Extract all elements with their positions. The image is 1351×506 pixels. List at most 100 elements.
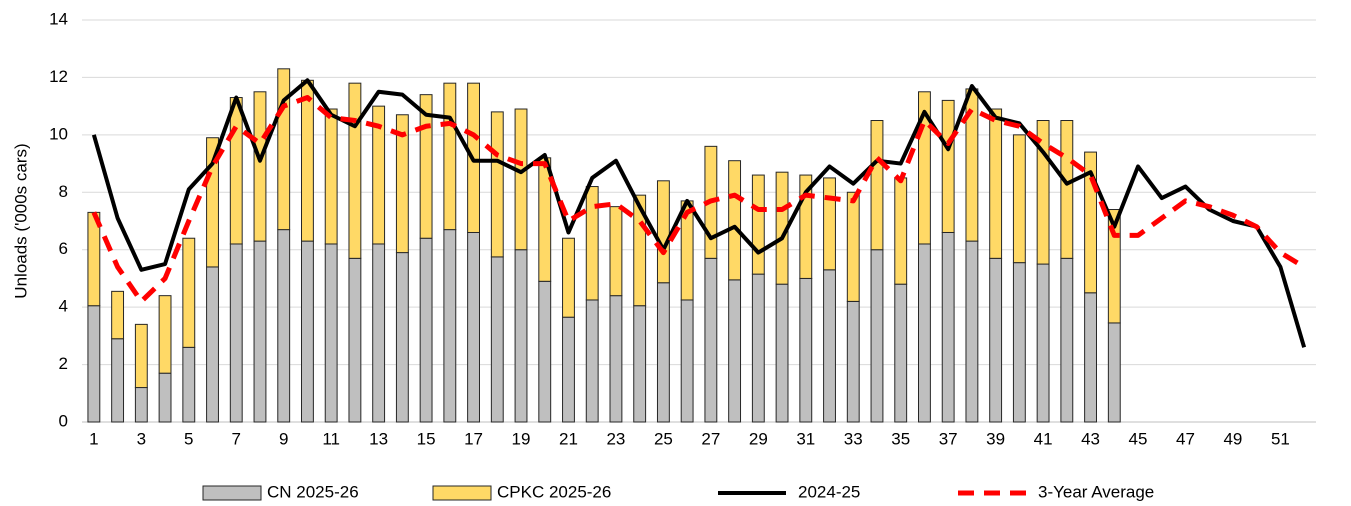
x-tick-label: 33 (844, 429, 863, 448)
bar (1107, 209, 1121, 324)
legend-label: CN 2025-26 (267, 482, 359, 501)
x-tick-label: 39 (986, 429, 1005, 448)
bar (395, 252, 409, 423)
bar (633, 194, 647, 307)
x-tick-label: 49 (1223, 429, 1242, 448)
x-tick-label: 17 (464, 429, 483, 448)
bar (538, 157, 552, 282)
bar (1036, 120, 1050, 265)
x-tick-label: 47 (1176, 429, 1195, 448)
bar (538, 280, 552, 423)
bar (87, 211, 101, 307)
bar (301, 240, 314, 423)
bar (229, 97, 243, 245)
y-tick-label: 6 (59, 239, 68, 258)
x-tick-label: 45 (1129, 429, 1148, 448)
bar (182, 237, 196, 348)
bar (301, 79, 314, 242)
x-tick-label: 15 (417, 429, 436, 448)
x-tick-label: 3 (137, 429, 146, 448)
bar (799, 174, 813, 279)
y-tick-label: 0 (59, 411, 68, 430)
x-tick-label: 27 (701, 429, 720, 448)
bar (443, 82, 457, 231)
bar (419, 94, 433, 239)
bar (918, 243, 931, 423)
y-tick-label: 8 (59, 182, 68, 201)
bar (206, 266, 219, 423)
x-tick-label: 43 (1081, 429, 1100, 448)
bar (1107, 322, 1121, 423)
bar (1060, 120, 1074, 259)
x-tick-label: 51 (1271, 429, 1290, 448)
bar (728, 160, 742, 281)
bar (799, 277, 813, 423)
bar (870, 120, 884, 251)
bar (751, 174, 765, 275)
y-axis-label: Unloads ('000s cars) (11, 143, 30, 298)
bar (277, 68, 291, 231)
legend-label: 2024-25 (798, 482, 860, 501)
x-tick-label: 9 (279, 429, 288, 448)
bar (514, 249, 528, 423)
bar (158, 372, 172, 423)
bar (562, 237, 575, 318)
bar (182, 346, 196, 423)
bar (253, 91, 267, 242)
bar (443, 229, 457, 423)
x-tick-label: 13 (369, 429, 388, 448)
bar (1060, 257, 1074, 423)
bar (870, 249, 884, 423)
y-tick-label: 12 (49, 67, 68, 86)
x-tick-label: 37 (939, 429, 958, 448)
bar (728, 279, 742, 423)
bar (751, 273, 765, 423)
x-tick-label: 5 (184, 429, 193, 448)
bar (514, 108, 528, 251)
x-tick-label: 25 (654, 429, 673, 448)
bar (158, 295, 172, 374)
y-tick-label: 14 (49, 9, 68, 28)
bar (941, 99, 955, 233)
y-tick-label: 10 (49, 124, 68, 143)
bar (372, 105, 386, 245)
y-tick-label: 4 (59, 297, 68, 316)
bar (372, 243, 386, 423)
bar (1084, 151, 1097, 294)
bar (1036, 263, 1050, 423)
bar (562, 316, 575, 423)
bar (989, 108, 1003, 259)
bar (348, 257, 362, 423)
bar (277, 229, 291, 423)
bar (348, 82, 362, 259)
x-tick-label: 7 (232, 429, 241, 448)
bar (775, 283, 789, 423)
bar (324, 108, 338, 245)
bar (134, 323, 148, 389)
bar (823, 177, 836, 271)
bar (704, 257, 718, 423)
bar (846, 191, 860, 302)
bar (918, 91, 931, 245)
bar (846, 300, 860, 423)
legend-label: CPKC 2025-26 (497, 482, 611, 501)
bar (585, 186, 599, 301)
legend-swatch (432, 485, 492, 501)
bar (1084, 292, 1097, 423)
bar (324, 243, 338, 423)
legend-label: 3-Year Average (1038, 482, 1154, 501)
bar (894, 177, 908, 285)
x-tick-label: 11 (322, 429, 340, 448)
bar (1012, 262, 1026, 423)
bar (656, 282, 670, 423)
bar (656, 180, 670, 284)
x-tick-label: 23 (606, 429, 625, 448)
x-tick-label: 31 (796, 429, 815, 448)
bar (965, 240, 979, 423)
bar (1012, 134, 1026, 264)
bar (633, 305, 647, 423)
bar (823, 269, 836, 423)
bar (111, 290, 125, 340)
bar (680, 299, 694, 423)
bar (253, 240, 267, 423)
